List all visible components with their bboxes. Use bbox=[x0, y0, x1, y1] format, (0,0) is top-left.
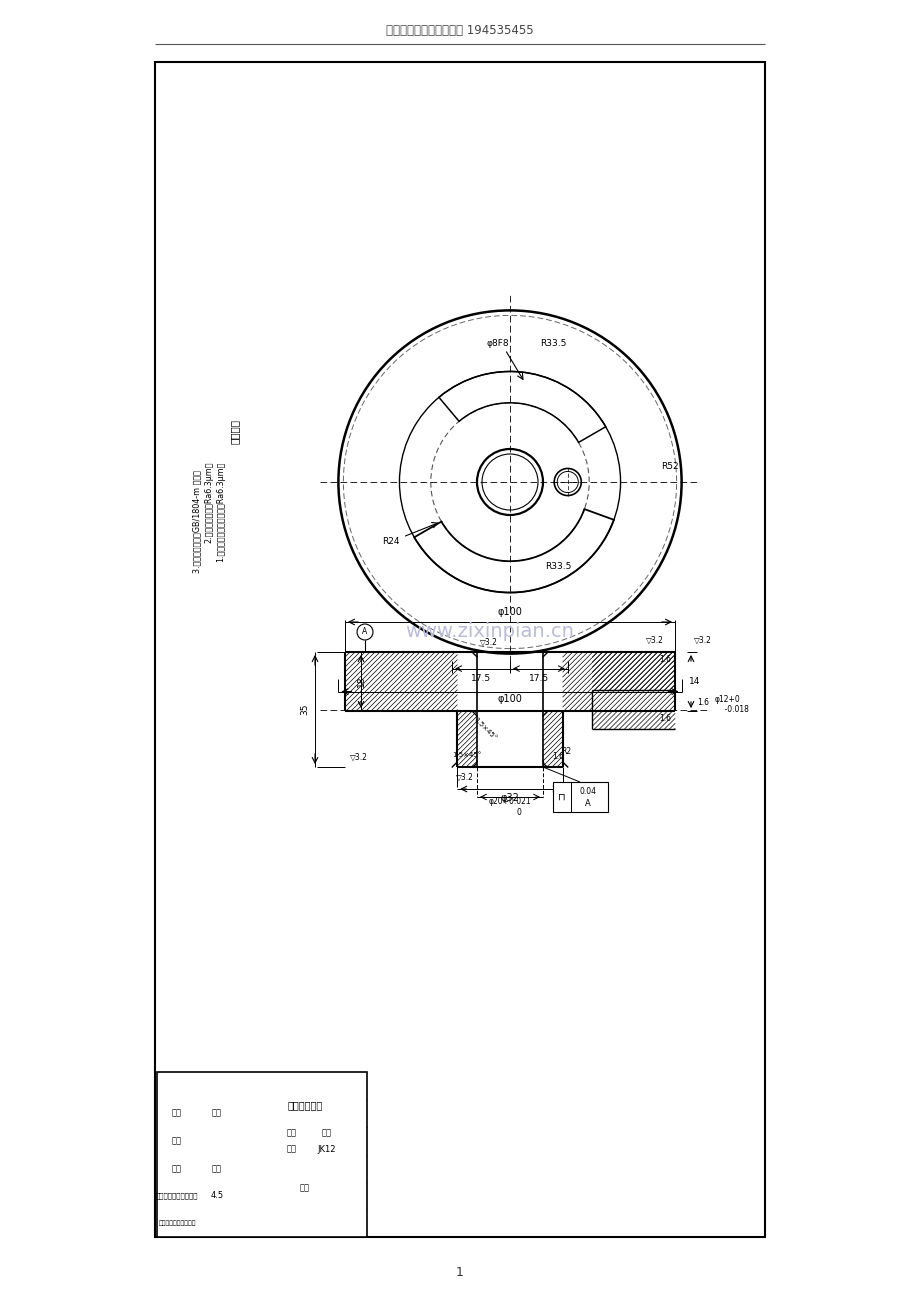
Text: 审图: 审图 bbox=[172, 1137, 182, 1146]
Text: 3.未注尺寸公差按GB/1804-m 处理。: 3.未注尺寸公差按GB/1804-m 处理。 bbox=[192, 470, 201, 573]
Text: φ20+0.021
        0: φ20+0.021 0 bbox=[488, 797, 531, 816]
Text: 技术要求: 技术要求 bbox=[230, 419, 240, 444]
Text: 某某工程学院机械学院: 某某工程学院机械学院 bbox=[158, 1220, 196, 1225]
Text: 17.5: 17.5 bbox=[471, 674, 491, 684]
Text: 某某工程学院机械学院: 某某工程学院机械学院 bbox=[155, 1193, 198, 1199]
Text: 1.6: 1.6 bbox=[658, 655, 670, 664]
Bar bbox=[157, 1072, 367, 1237]
Text: 14: 14 bbox=[688, 677, 700, 686]
Text: R24: R24 bbox=[381, 538, 399, 547]
Text: φ100: φ100 bbox=[497, 607, 522, 617]
Text: R2: R2 bbox=[561, 747, 571, 756]
Text: R52: R52 bbox=[661, 462, 678, 471]
Text: 标准: 标准 bbox=[172, 1164, 182, 1173]
Text: R33.5: R33.5 bbox=[539, 339, 566, 348]
Text: 标记: 标记 bbox=[172, 1108, 182, 1117]
Text: 4.5: 4.5 bbox=[210, 1191, 223, 1200]
Text: 1.6: 1.6 bbox=[551, 753, 563, 762]
Text: 1.5×45°: 1.5×45° bbox=[452, 753, 482, 758]
Text: 图号: 图号 bbox=[322, 1129, 332, 1138]
Text: 17.5: 17.5 bbox=[528, 674, 549, 684]
Text: 0.04: 0.04 bbox=[579, 788, 596, 797]
Text: 中班: 中班 bbox=[287, 1144, 297, 1154]
Text: 2.锐角并非圆弧端Ra6.3μm；: 2.锐角并非圆弧端Ra6.3μm； bbox=[204, 461, 213, 543]
Bar bbox=[154, 62, 765, 1237]
Text: ▽3.2: ▽3.2 bbox=[693, 635, 711, 644]
Text: φ12+0
    -0.018: φ12+0 -0.018 bbox=[714, 695, 748, 715]
Text: www.zixinpian.cn: www.zixinpian.cn bbox=[405, 622, 573, 642]
Text: φ100: φ100 bbox=[497, 694, 522, 703]
Text: 18: 18 bbox=[357, 676, 365, 687]
Text: 全套设计（图纸）加扣扣 194535455: 全套设计（图纸）加扣扣 194535455 bbox=[386, 23, 533, 36]
Text: 平面凸轮零件: 平面凸轮零件 bbox=[287, 1100, 323, 1111]
Text: ▽3.2: ▽3.2 bbox=[456, 772, 473, 781]
Text: A: A bbox=[362, 628, 368, 637]
Text: φ8F8: φ8F8 bbox=[486, 339, 509, 348]
Text: ▽3.2: ▽3.2 bbox=[645, 635, 664, 644]
Text: ▽3.2: ▽3.2 bbox=[350, 753, 368, 762]
Text: A: A bbox=[584, 799, 590, 809]
Text: 1.5×45°: 1.5×45° bbox=[472, 716, 497, 741]
Text: ▽3.2: ▽3.2 bbox=[480, 638, 497, 647]
Text: 1.未注圆角半径按图纸标准Ra6.3μm；: 1.未注圆角半径按图纸标准Ra6.3μm； bbox=[216, 462, 225, 562]
Text: 1.6: 1.6 bbox=[658, 715, 670, 724]
Text: 材料: 材料 bbox=[211, 1164, 221, 1173]
Text: R33.5: R33.5 bbox=[544, 561, 571, 570]
Text: 比例: 比例 bbox=[287, 1129, 297, 1138]
Text: 1: 1 bbox=[456, 1266, 463, 1279]
Text: ⊓: ⊓ bbox=[558, 792, 565, 802]
Text: 35: 35 bbox=[301, 704, 309, 715]
Bar bbox=[552, 783, 607, 812]
Text: JK12: JK12 bbox=[317, 1144, 335, 1154]
Text: 中班: 中班 bbox=[300, 1184, 310, 1193]
Text: φ32: φ32 bbox=[500, 793, 519, 803]
Text: 数量: 数量 bbox=[211, 1108, 221, 1117]
Text: 1.6: 1.6 bbox=[697, 698, 709, 707]
